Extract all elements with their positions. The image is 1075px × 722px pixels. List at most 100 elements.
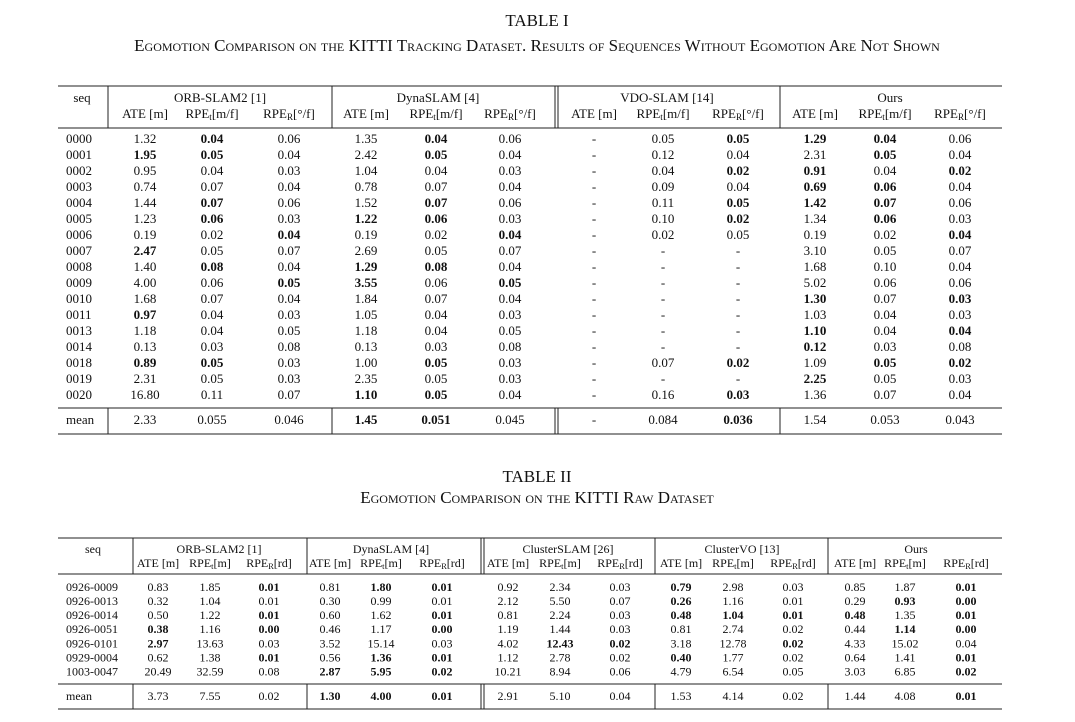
row-label: 0014 [66, 339, 93, 354]
column-header-unit: [rd] [625, 556, 643, 570]
column-header: RPER[rd] [597, 556, 643, 571]
cell: 0.04 [278, 259, 301, 274]
column-header-text: RPE [360, 556, 382, 570]
cell: - [736, 275, 740, 290]
cell: 0.97 [134, 307, 157, 322]
column-header: RPER[rd] [943, 556, 989, 571]
cell: 0.48 [671, 608, 692, 622]
cell: 0.04 [278, 179, 301, 194]
cell: 0.00 [432, 622, 453, 636]
column-header-text: RPE [712, 106, 736, 121]
column-header-subscript: R [736, 112, 743, 122]
cell: 3.52 [320, 636, 341, 650]
cell: 1.44 [134, 195, 157, 210]
column-header-unit: [rd] [971, 556, 989, 570]
column-header-text: ATE [m] [309, 556, 351, 570]
cell: 0.05 [201, 243, 224, 258]
cell: 0.06 [278, 131, 301, 146]
cell: 0.06 [278, 195, 301, 210]
cell: 0.09 [652, 179, 675, 194]
column-header-unit: [m/f] [885, 106, 912, 121]
cell: 0.85 [845, 580, 866, 594]
cell: 0.05 [201, 147, 224, 162]
cell: 0.01 [432, 689, 453, 703]
cell: 0.04 [278, 227, 301, 242]
cell: 1.85 [200, 580, 221, 594]
cell: 0.05 [425, 243, 448, 258]
cell: - [592, 412, 596, 427]
column-header: ATE [m] [122, 106, 168, 121]
column-header-subscript: t [906, 562, 909, 571]
cell: 1.04 [723, 608, 744, 622]
cell: 0.07 [874, 291, 897, 306]
column-header-subscript: t [734, 562, 737, 571]
cell: 0.01 [956, 689, 977, 703]
cell: 0.04 [425, 323, 448, 338]
cell: 0.07 [499, 243, 522, 258]
cell: 0.38 [148, 622, 169, 636]
column-header-unit: [m/f] [212, 106, 239, 121]
cell: 0.79 [671, 580, 692, 594]
cell: 2.31 [134, 371, 157, 386]
row-label: 0020 [66, 387, 92, 402]
cell: 12.43 [547, 636, 574, 650]
cell: 1.35 [355, 131, 378, 146]
cell: 1.77 [723, 651, 744, 665]
cell: 0.91 [804, 163, 827, 178]
cell: 0.02 [610, 651, 631, 665]
column-header-text: RPE [858, 106, 882, 121]
cell: 0.02 [425, 227, 448, 242]
cell: - [592, 323, 596, 338]
cell: 0.62 [148, 651, 169, 665]
cell: 0.11 [201, 387, 223, 402]
cell: 1.40 [134, 259, 157, 274]
cell: 0.046 [274, 412, 304, 427]
cell: 1.30 [804, 291, 827, 306]
cell: 2.69 [355, 243, 378, 258]
cell: - [592, 163, 596, 178]
cell: 0.03 [499, 355, 522, 370]
cell: 0.11 [652, 195, 674, 210]
cell: 1.32 [134, 131, 157, 146]
cell: 0.13 [355, 339, 378, 354]
cell: 0.03 [949, 371, 972, 386]
cell: 3.73 [148, 689, 169, 703]
column-header-unit: [°/f] [514, 106, 536, 121]
cell: 0.02 [432, 665, 453, 679]
cell: 0.05 [783, 665, 804, 679]
cell: 0.08 [425, 259, 448, 274]
cell: 0.04 [727, 147, 750, 162]
cell: 0.01 [783, 608, 804, 622]
cell: 0.04 [425, 131, 448, 146]
cell: 0.01 [783, 594, 804, 608]
column-header: RPEt[m/f] [185, 106, 238, 122]
cell: 0.03 [425, 339, 448, 354]
column-header-text: ATE [m] [834, 556, 876, 570]
row-label: 0005 [66, 211, 92, 226]
cell: 1.36 [371, 651, 392, 665]
row-label: 0001 [66, 147, 92, 162]
column-header-text: RPE [246, 556, 268, 570]
cell: 0.02 [783, 651, 804, 665]
cell: 1.30 [320, 689, 341, 703]
cell: 0.56 [320, 651, 341, 665]
cell: 0.06 [949, 195, 972, 210]
cell: 15.14 [368, 636, 395, 650]
column-header-text: RPE [185, 106, 209, 121]
cell: 0.05 [874, 243, 897, 258]
cell: 0.04 [201, 323, 224, 338]
cell: 0.045 [495, 412, 524, 427]
cell: 0.07 [425, 195, 448, 210]
cell: 0.10 [874, 259, 897, 274]
cell: 0.04 [949, 147, 972, 162]
cell: 1.38 [200, 651, 221, 665]
cell: 0.05 [874, 371, 897, 386]
cell: 0.04 [727, 179, 750, 194]
cell: 1.03 [804, 307, 827, 322]
cell: 15.02 [892, 636, 919, 650]
column-header-text: RPE [934, 106, 958, 121]
cell: 4.00 [371, 689, 392, 703]
column-header: RPER[°/f] [712, 106, 764, 122]
cell: 1.00 [355, 355, 378, 370]
column-header: ATE [m] [660, 556, 702, 570]
